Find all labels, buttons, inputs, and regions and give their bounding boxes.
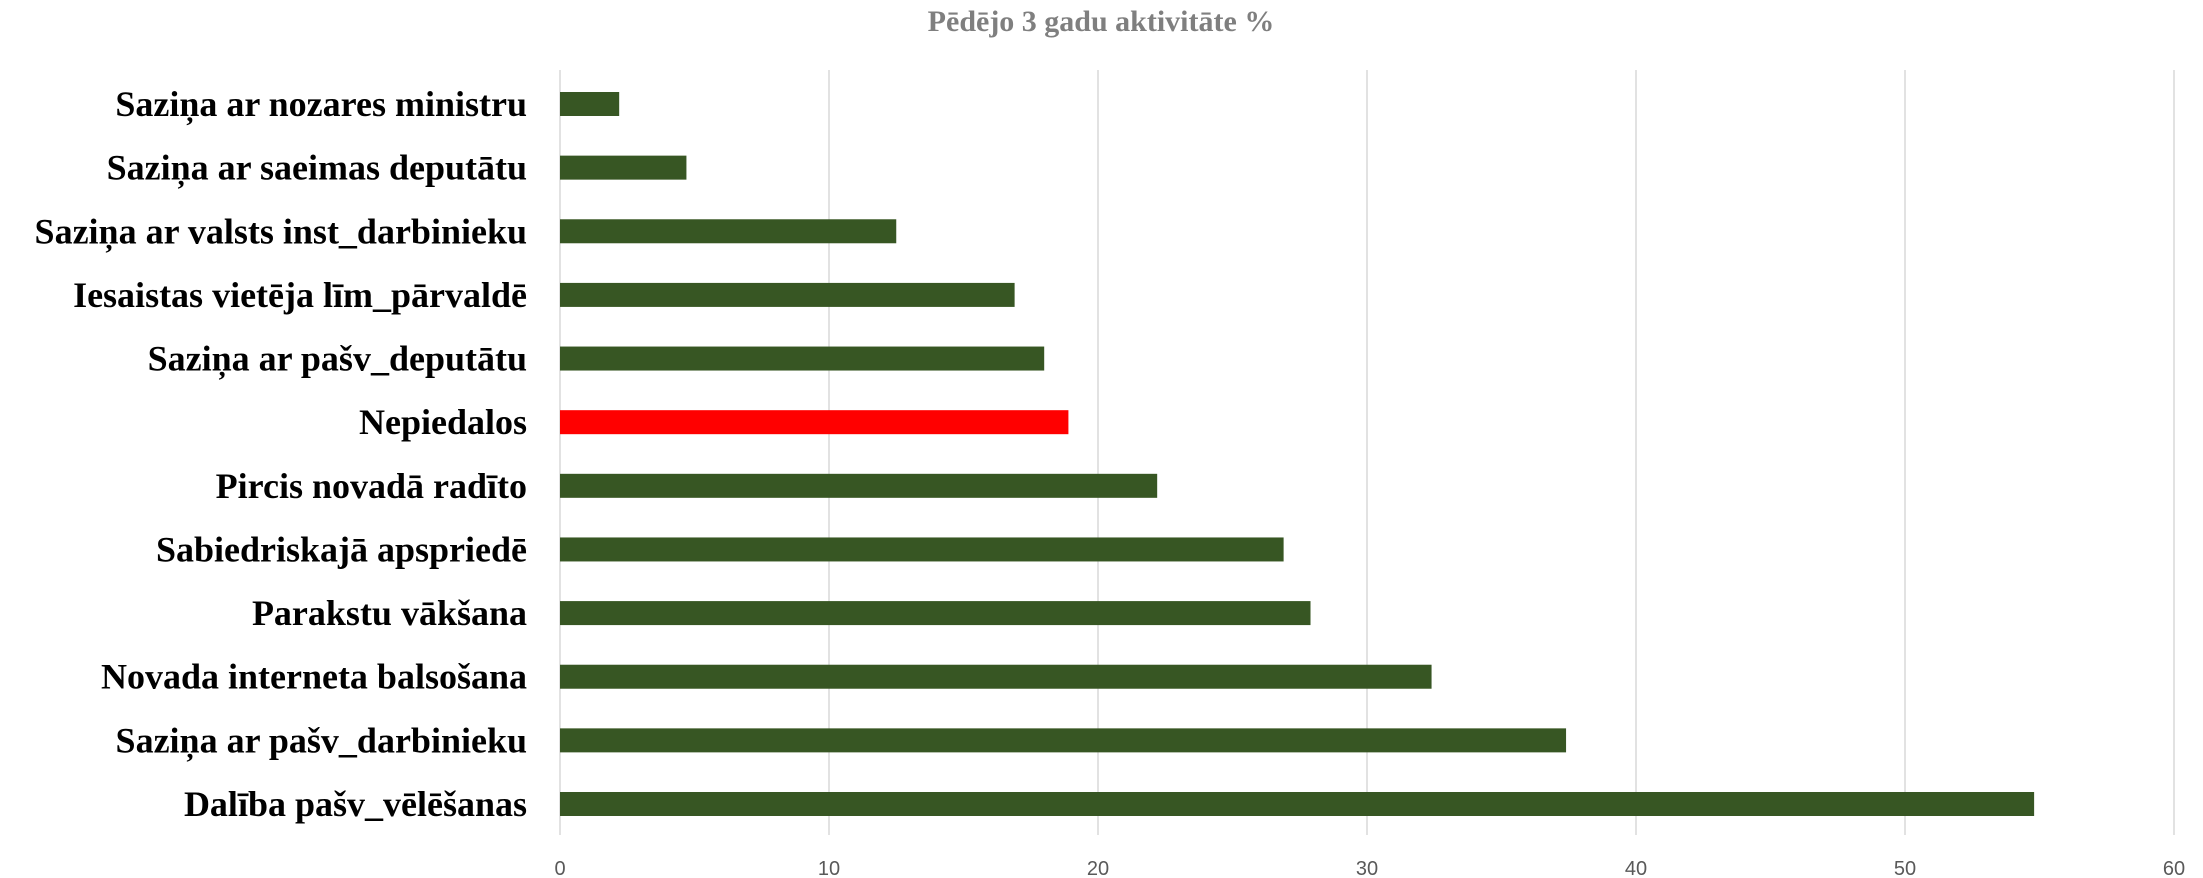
bar — [560, 92, 620, 116]
category-label: Pircis novadā radīto — [216, 466, 527, 506]
category-label: Saziņa ar pašv_deputātu — [148, 339, 527, 381]
gridlines — [559, 70, 2175, 835]
category-labels: Saziņa ar nozares ministru Saziņa ar saei… — [35, 84, 527, 824]
category-label: Saziņa ar pašv_darbinieku — [116, 720, 527, 762]
bar — [560, 792, 2035, 816]
x-tick-label: 0 — [554, 858, 565, 878]
chart-title: Pēdējo 3 gadu aktivitāte % — [928, 5, 1275, 38]
bars — [560, 92, 2035, 816]
bar — [560, 601, 1311, 626]
category-label: Iesaistas vietēja līm_pārvaldē — [73, 275, 527, 315]
x-tick-label: 30 — [1356, 858, 1378, 878]
bar — [560, 346, 1045, 371]
category-label: Saziņa ar saeimas deputātu — [107, 148, 527, 190]
bar — [560, 282, 1015, 307]
x-tick-label: 40 — [1625, 858, 1647, 878]
x-tick-label: 20 — [1087, 858, 1109, 878]
bar — [560, 219, 897, 244]
category-label: Nepiedalos — [359, 402, 527, 442]
bar — [560, 537, 1284, 562]
x-tick-label: 10 — [818, 858, 840, 878]
category-label: Parakstu vākšana — [252, 593, 527, 633]
category-label: Novada interneta balsošana — [101, 657, 527, 697]
bar — [560, 728, 1567, 753]
category-label: Saziņa ar valsts inst_darbinieku — [35, 211, 527, 253]
bar — [560, 155, 687, 180]
x-tick-label: 50 — [1894, 858, 1916, 878]
bar — [560, 410, 1069, 435]
category-label: Dalība pašv_vēlēšanas — [184, 784, 527, 824]
x-tick-labels: 0 10 20 30 40 50 60 — [554, 858, 2185, 878]
bar — [560, 473, 1158, 498]
category-label: Saziņa ar nozares ministru — [115, 84, 527, 126]
bar — [560, 664, 1432, 689]
x-tick-label: 60 — [2163, 858, 2185, 878]
category-label: Sabiedriskajā apspriedē — [156, 529, 527, 569]
